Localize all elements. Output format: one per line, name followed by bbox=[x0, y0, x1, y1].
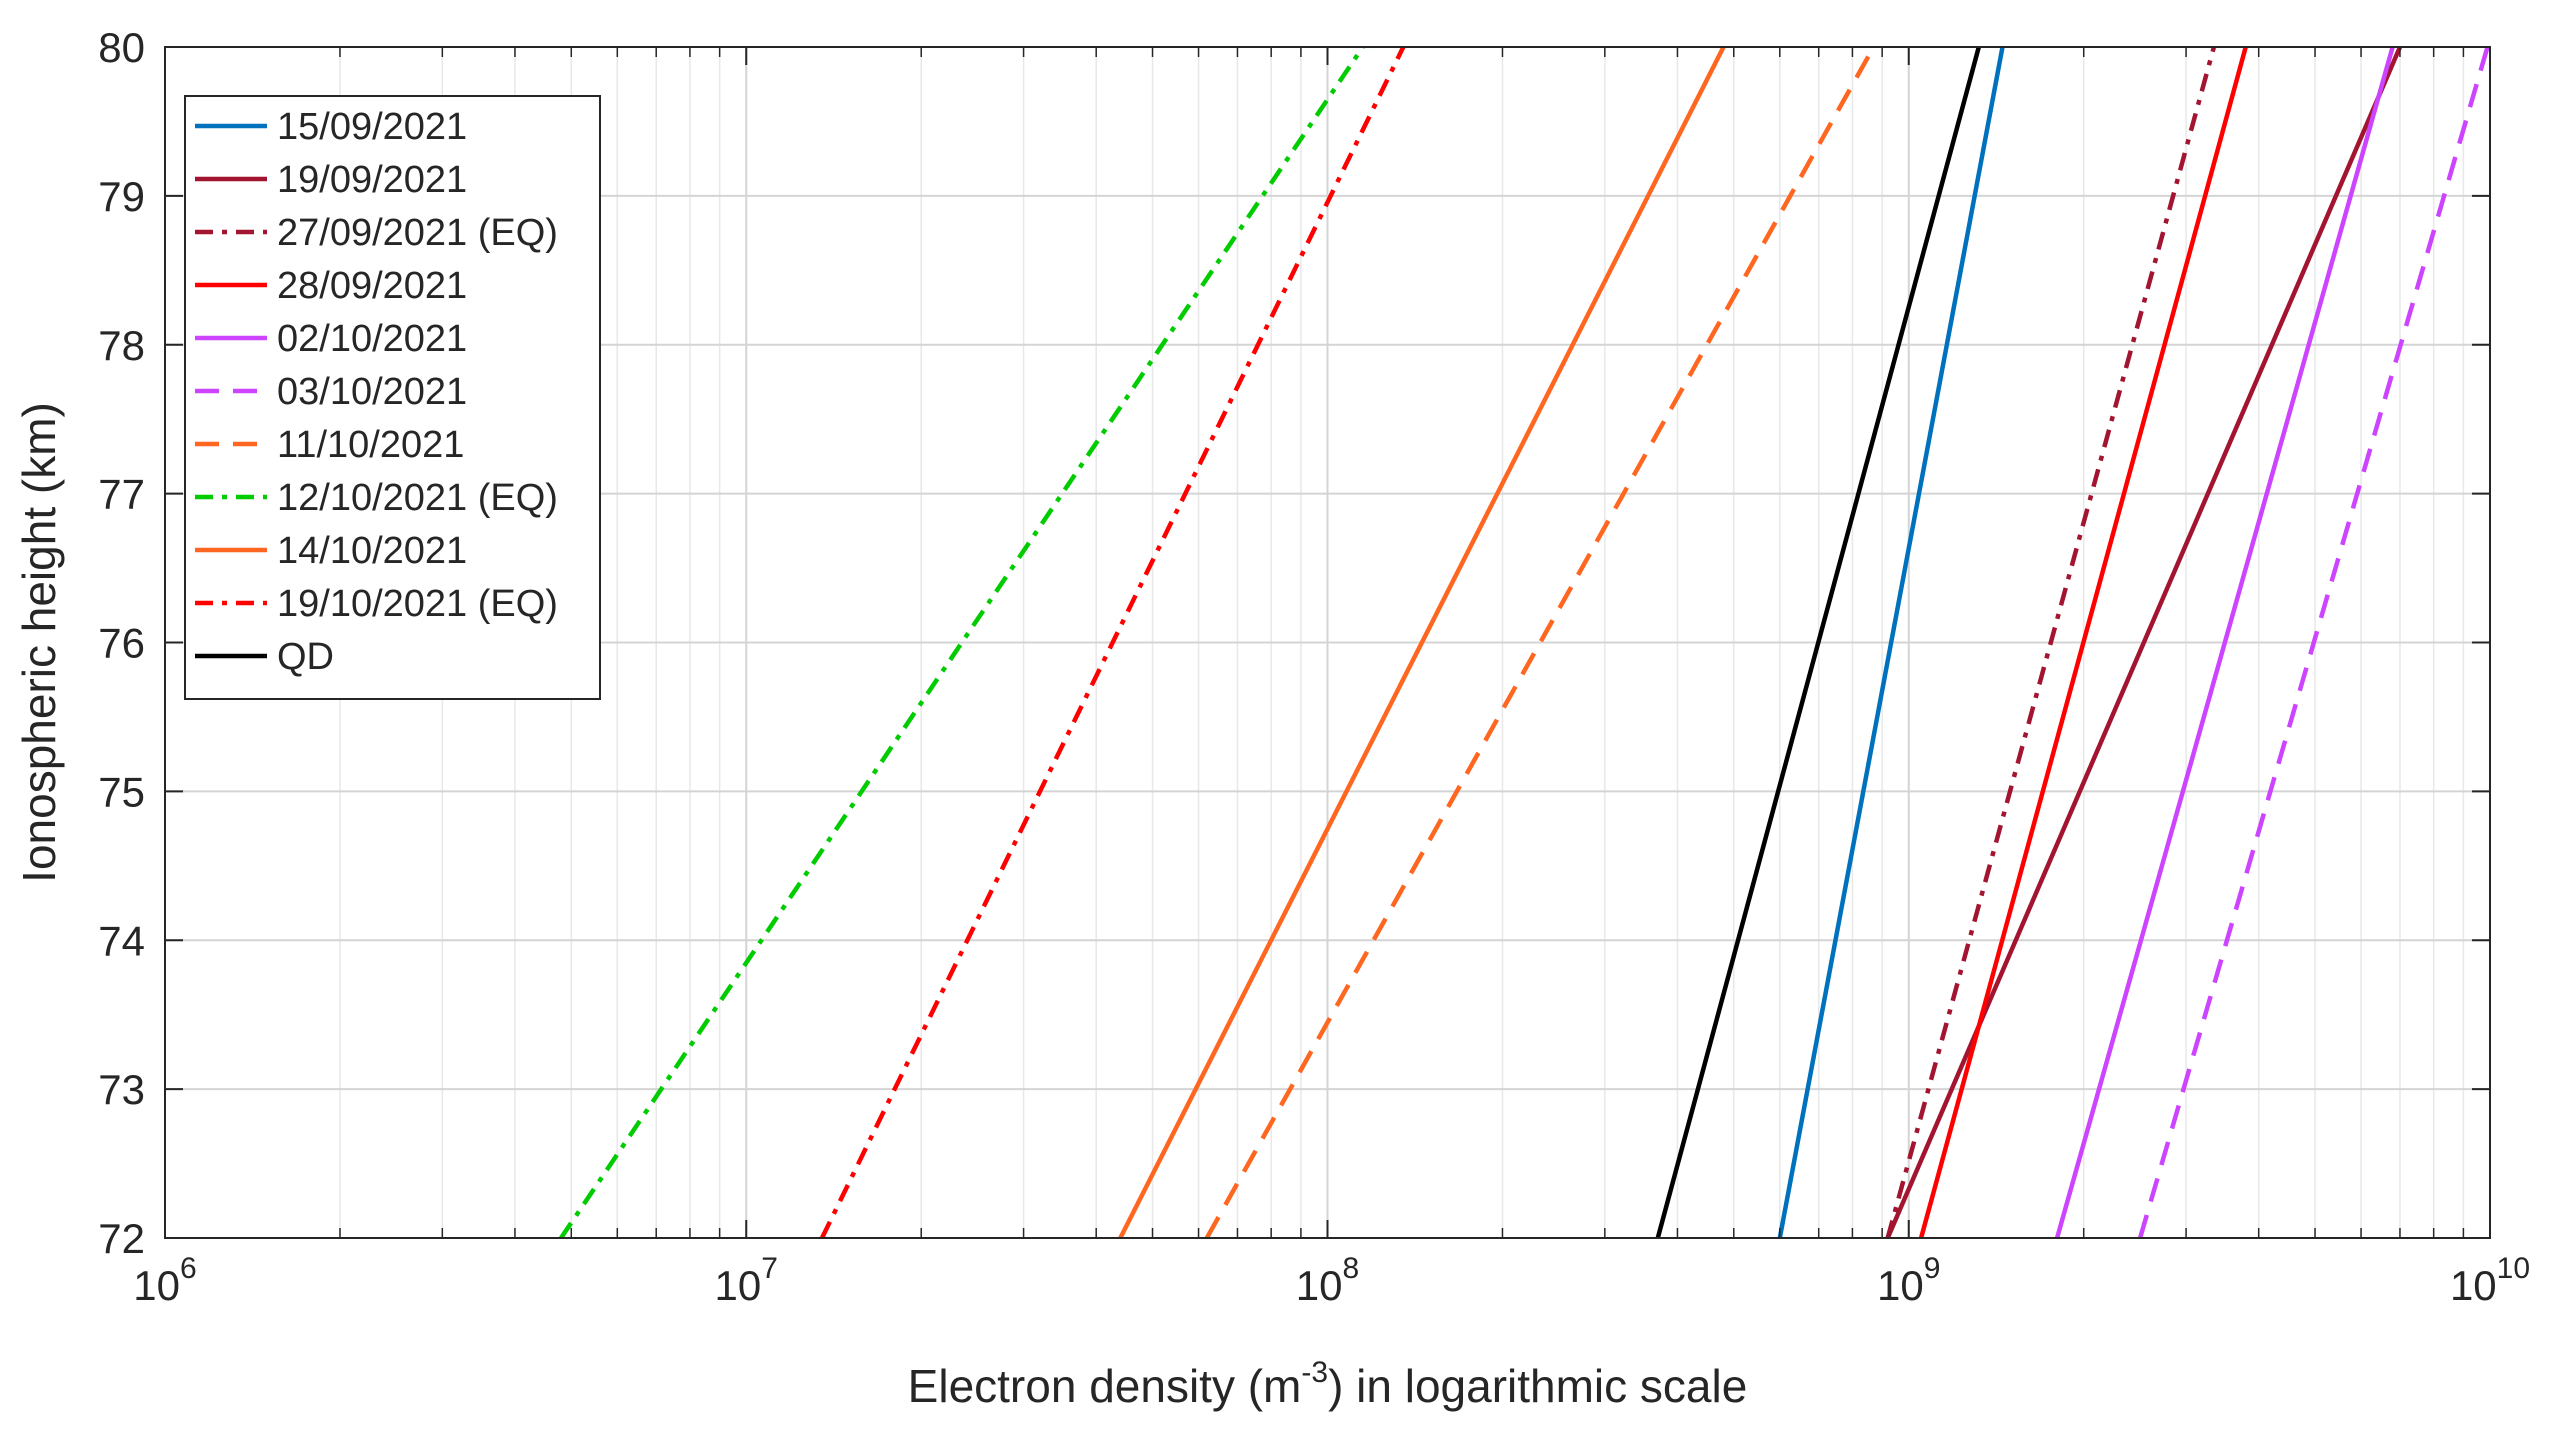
x-axis-title: Electron density (m-3) in logarithmic sc… bbox=[908, 1356, 1748, 1412]
x-axis-title-prefix: Electron density (m bbox=[908, 1360, 1302, 1412]
x-axis-title-sup: -3 bbox=[1301, 1356, 1328, 1389]
series-line bbox=[2137, 47, 2490, 1238]
legend: 15/09/2021 19/09/2021 27/09/2021 (EQ) 28/09… bbox=[184, 95, 601, 700]
x-tick-label-base: 10 bbox=[2450, 1262, 2497, 1309]
x-tick-label: 107 bbox=[715, 1252, 778, 1309]
series-line bbox=[1918, 47, 2248, 1238]
legend-label: 03/10/2021 bbox=[277, 371, 467, 413]
y-tick-label: 79 bbox=[98, 173, 145, 220]
x-tick-label-exponent: 6 bbox=[180, 1252, 197, 1285]
series-line bbox=[2054, 47, 2395, 1238]
x-tick-label-base: 10 bbox=[133, 1262, 180, 1309]
legend-label: 28/09/2021 bbox=[277, 265, 467, 307]
x-tick-label-base: 10 bbox=[1296, 1262, 1343, 1309]
y-tick-label: 74 bbox=[98, 917, 145, 964]
series-line bbox=[1777, 47, 2005, 1238]
legend-label: 02/10/2021 bbox=[277, 318, 467, 360]
x-tick-label: 106 bbox=[133, 1252, 196, 1309]
y-tick-label: 78 bbox=[98, 322, 145, 369]
x-tick-label-exponent: 7 bbox=[761, 1252, 778, 1285]
series-line bbox=[1655, 47, 1981, 1238]
legend-label: 19/10/2021 (EQ) bbox=[277, 583, 558, 625]
x-tick-label: 108 bbox=[1296, 1252, 1359, 1309]
legend-label: 27/09/2021 (EQ) bbox=[277, 212, 558, 254]
x-tick-label-exponent: 8 bbox=[1343, 1252, 1360, 1285]
x-tick-label-base: 10 bbox=[715, 1262, 762, 1309]
legend-label: 12/10/2021 (EQ) bbox=[277, 477, 558, 519]
legend-box bbox=[184, 95, 601, 700]
y-tick-label: 77 bbox=[98, 471, 145, 518]
y-tick-label: 76 bbox=[98, 620, 145, 667]
y-tick-label: 80 bbox=[98, 24, 145, 71]
legend-label: QD bbox=[277, 636, 334, 678]
legend-label: 19/09/2021 bbox=[277, 159, 467, 201]
series-line bbox=[559, 47, 1365, 1238]
y-axis-title: Ionospheric height (km) bbox=[13, 402, 65, 883]
legend-label: 15/09/2021 bbox=[277, 106, 467, 148]
series-layer bbox=[559, 47, 2490, 1238]
x-tick-label-base: 10 bbox=[1877, 1262, 1924, 1309]
y-tick-label: 72 bbox=[98, 1215, 145, 1262]
x-axis-title-suffix: ) in logarithmic scale bbox=[1328, 1360, 1747, 1412]
y-tick-label: 75 bbox=[98, 768, 145, 815]
series-line bbox=[1118, 47, 1726, 1238]
series-line bbox=[819, 47, 1406, 1238]
legend-label: 11/10/2021 bbox=[277, 424, 464, 466]
tick-layer bbox=[164, 46, 2491, 1239]
legend-label: 14/10/2021 bbox=[277, 530, 467, 572]
x-tick-label: 1010 bbox=[2450, 1252, 2530, 1309]
x-tick-label: 109 bbox=[1877, 1252, 1940, 1309]
y-tick-label: 73 bbox=[98, 1066, 145, 1113]
series-line bbox=[1885, 47, 2217, 1238]
x-tick-label-exponent: 9 bbox=[1924, 1252, 1941, 1285]
x-tick-label-exponent: 10 bbox=[2497, 1252, 2530, 1285]
